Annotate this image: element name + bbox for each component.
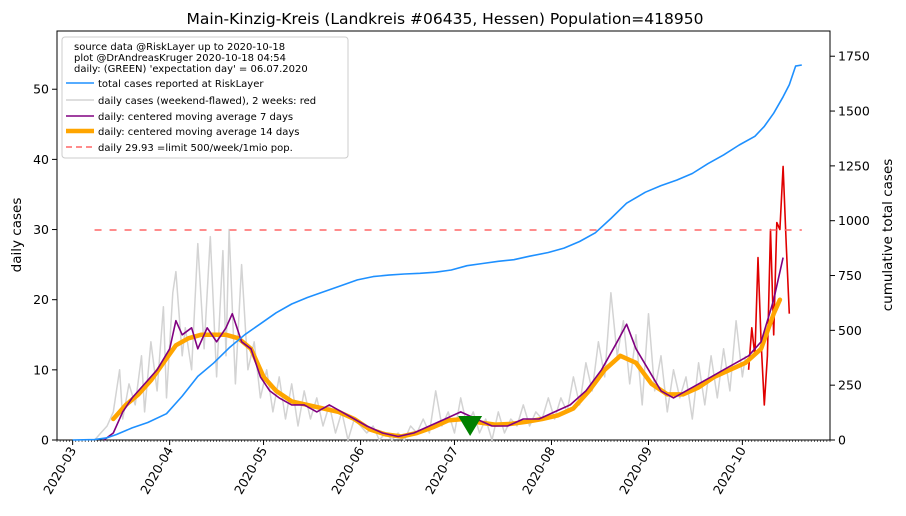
legend-label-ma7: daily: centered moving average 7 days	[98, 112, 293, 123]
legend: source data @RiskLayer up to 2020-10-18 …	[61, 36, 349, 159]
y-left-axis-label: daily cases	[9, 198, 25, 273]
legend-label-daily-raw: daily cases (weekend-flawed), 2 weeks: r…	[98, 96, 316, 107]
x-tick-label: 2020-08	[519, 444, 558, 497]
legend-label-ma14: daily: centered moving average 14 days	[98, 127, 299, 138]
y-right-tick-label: 1500	[838, 104, 870, 119]
y-right-tick-label: 1750	[838, 49, 870, 64]
legend-header-1: source data @RiskLayer up to 2020-10-18	[74, 42, 285, 53]
y-right-tick-label: 250	[838, 378, 862, 393]
series-cumulative-total	[72, 64, 802, 441]
y-left-tick-label: 0	[41, 433, 49, 448]
x-tick-label: 2020-09	[616, 444, 655, 497]
series-daily-raw	[94, 228, 747, 441]
legend-header-3: daily: (GREEN) 'expectation day' = 06.07…	[74, 64, 308, 75]
expectation-marker	[458, 415, 483, 436]
y-right-axis-label: cumulative total cases	[880, 159, 896, 312]
legend-label-total: total cases reported at RiskLayer	[98, 79, 264, 90]
series-ma7	[103, 257, 784, 441]
legend-label-limit: daily 29.93 =limit 500/week/1mio pop.	[98, 143, 293, 154]
y-left-tick-label: 40	[33, 152, 49, 167]
chart-title: Main-Kinzig-Kreis (Landkreis #06435, Hes…	[187, 10, 704, 28]
series-daily-last-two-weeks	[747, 165, 791, 406]
x-tick-label: 2020-06	[328, 444, 367, 497]
y-right-tick-label: 750	[838, 268, 862, 283]
plot-frame	[56, 30, 831, 441]
y-left-tick-label: 20	[33, 292, 49, 307]
y-right-tick-label: 500	[838, 323, 862, 338]
legend-frame	[61, 36, 349, 159]
y-left-tick-label: 30	[33, 222, 49, 237]
x-tick-label: 2020-07	[422, 444, 461, 497]
x-tick-label: 2020-05	[231, 444, 270, 497]
y-left-tick-label: 10	[33, 362, 49, 377]
legend-header-2: plot @DrAndreasKruger 2020-10-18 04:54	[74, 53, 286, 64]
y-right-tick-label: 1250	[838, 158, 870, 173]
y-left-tick-label: 50	[33, 82, 49, 97]
y-right-tick-label: 1000	[838, 213, 870, 228]
x-tick-label: 2020-03	[40, 444, 79, 497]
series-ma14	[111, 297, 783, 439]
x-tick-label: 2020-04	[137, 444, 176, 497]
y-right-tick-label: 0	[838, 433, 846, 448]
x-tick-label: 2020-10	[710, 444, 749, 497]
